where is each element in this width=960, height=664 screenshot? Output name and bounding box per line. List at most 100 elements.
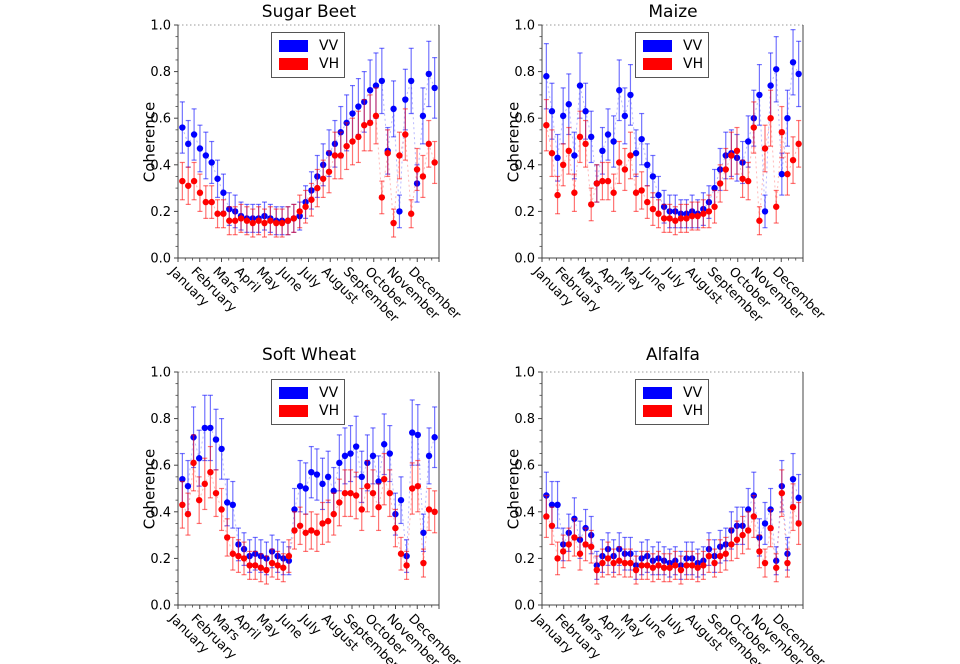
data-point [431, 159, 438, 166]
data-point [638, 562, 645, 569]
data-point [407, 77, 415, 85]
data-point [268, 559, 276, 567]
data-point [212, 489, 220, 497]
data-point [407, 210, 415, 217]
y-tick-label: 1.0 [150, 19, 171, 34]
data-point [711, 559, 718, 567]
vh-swatch-icon [643, 404, 672, 417]
data-point [330, 510, 337, 518]
data-point [744, 138, 752, 145]
legend-item-vh: VH [279, 404, 339, 418]
data-point [343, 142, 350, 150]
data-point [700, 210, 707, 217]
data-point [302, 485, 309, 492]
connector-line [545, 118, 800, 222]
data-point [208, 159, 215, 166]
data-point [237, 215, 245, 222]
data-point [308, 468, 315, 476]
data-point [179, 177, 186, 185]
data-point [627, 91, 634, 99]
data-point [655, 562, 662, 569]
data-point [355, 133, 362, 141]
data-point [733, 147, 741, 155]
data-point [632, 189, 640, 196]
legend-alfalfa: VV VH [635, 379, 709, 425]
data-point [201, 424, 208, 432]
data-point [291, 527, 298, 534]
data-point [548, 149, 556, 157]
data-point [319, 480, 326, 488]
data-point [789, 475, 797, 483]
data-point [666, 564, 673, 571]
data-point [290, 215, 298, 222]
data-point [627, 559, 634, 567]
data-point [397, 496, 405, 504]
data-point [331, 152, 339, 159]
data-point [386, 450, 393, 457]
data-point [559, 161, 567, 168]
data-point [778, 489, 786, 497]
vv-swatch-icon [643, 40, 672, 53]
data-point [224, 499, 231, 506]
data-point [722, 550, 729, 557]
y-tick-label: 0.4 [150, 158, 171, 173]
data-point [756, 548, 763, 555]
data-point [621, 112, 629, 120]
legend-label-vh: VH [319, 55, 340, 72]
y-tick-label: 0.2 [514, 552, 535, 567]
series-vv [543, 452, 802, 580]
data-point [672, 217, 679, 224]
data-point [179, 501, 186, 509]
data-point [375, 478, 382, 485]
data-point [214, 175, 221, 182]
data-point [599, 177, 606, 185]
data-point [672, 562, 679, 569]
data-point [711, 184, 718, 192]
data-point [616, 159, 623, 166]
data-point [576, 550, 584, 557]
data-point [413, 166, 421, 173]
data-point [571, 189, 578, 196]
data-point [565, 101, 572, 108]
data-point [761, 145, 769, 152]
data-point [722, 166, 729, 173]
data-point [739, 175, 746, 182]
data-point [414, 431, 422, 439]
data-point [610, 559, 617, 567]
data-point [409, 429, 416, 436]
data-point [773, 203, 780, 210]
data-point [235, 552, 242, 560]
data-point [402, 131, 409, 138]
data-point [296, 208, 303, 215]
chart-title-sugar-beet: Sugar Beet [261, 2, 357, 22]
series-vh [543, 89, 802, 236]
data-point [688, 562, 696, 569]
data-point [655, 191, 662, 199]
data-point [660, 215, 668, 222]
data-point [688, 212, 696, 220]
data-point [571, 152, 578, 159]
data-point [218, 445, 225, 453]
data-point [795, 520, 802, 527]
data-point [616, 557, 623, 564]
legend-label-vv: VV [683, 385, 703, 402]
y-tick-label: 0.2 [150, 552, 171, 567]
data-point [196, 189, 204, 196]
data-point [229, 501, 237, 509]
data-point [588, 133, 595, 141]
y-tick-label: 1.0 [514, 366, 535, 381]
data-point [240, 555, 248, 562]
data-point [554, 555, 561, 562]
legend-item-vv: VV [643, 385, 703, 402]
data-point [372, 82, 380, 89]
data-point [548, 108, 556, 115]
data-point [396, 208, 403, 215]
data-point [683, 215, 690, 222]
legend-item-vh: VH [279, 55, 340, 72]
vv-swatch-icon [279, 387, 308, 400]
data-point [231, 217, 239, 224]
y-axis-label: Coherence [140, 448, 159, 530]
data-point [744, 177, 752, 185]
y-axis-label: Coherence [140, 101, 159, 183]
